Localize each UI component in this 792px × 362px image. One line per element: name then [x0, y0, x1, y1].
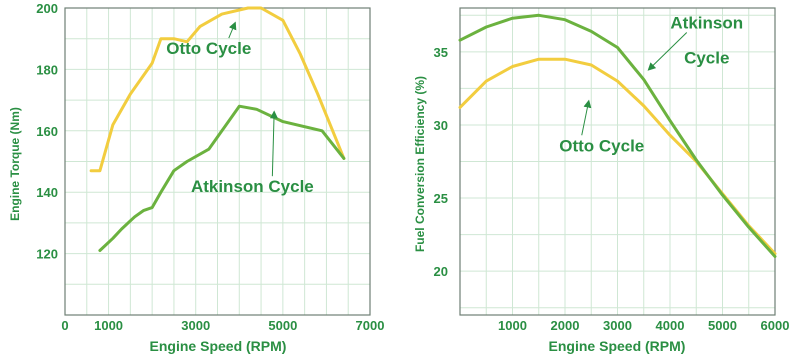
data-point-otto-cycle — [590, 64, 593, 66]
plot-frame — [64, 7, 371, 316]
annotation-label: Otto Cycle — [166, 39, 251, 58]
y-axis-label: Fuel Conversion Efficiency (%) — [413, 76, 427, 252]
annotation-label: Otto Cycle — [559, 136, 644, 155]
x-tick-label: 3000 — [603, 318, 632, 333]
y-tick-label: 25 — [434, 191, 448, 206]
series-line-otto-cycle — [89, 6, 346, 173]
data-point-otto-cycle — [485, 80, 488, 82]
data-point-otto-cycle — [186, 40, 188, 43]
chart-panel-1: 0 1000 3000 5000 7000 120 140 160 180 200 Engine S… — [8, 1, 384, 354]
data-point-otto-cycle — [151, 62, 153, 65]
data-point-atkinson-cycle — [485, 26, 488, 28]
data-point-otto-cycle — [316, 93, 319, 95]
x-axis-label: Engine Speed (RPM) — [150, 338, 287, 354]
data-point-atkinson-cycle — [511, 17, 514, 20]
data-point-atkinson-cycle — [774, 255, 776, 258]
data-point-otto-cycle — [537, 58, 540, 60]
data-point-atkinson-cycle — [120, 228, 123, 230]
data-point-atkinson-cycle — [99, 249, 101, 252]
data-point-atkinson-cycle — [133, 215, 136, 218]
data-point-atkinson-cycle — [721, 194, 724, 196]
annotation-arrow — [647, 32, 688, 71]
y-tick-label: 200 — [36, 1, 58, 16]
x-tick-label: 5000 — [268, 318, 297, 333]
data-point-atkinson-cycle — [186, 160, 188, 163]
y-tick-label: 120 — [36, 247, 58, 262]
data-point-atkinson-cycle — [112, 237, 114, 240]
data-point-otto-cycle — [564, 58, 566, 60]
data-point-atkinson-cycle — [151, 206, 153, 209]
data-point-otto-cycle — [669, 134, 671, 136]
data-point-atkinson-cycle — [207, 148, 210, 151]
x-tick-label: 0 — [61, 318, 68, 333]
x-tick-label: 4000 — [656, 318, 685, 333]
y-tick-label: 30 — [434, 118, 448, 133]
data-point-atkinson-cycle — [616, 46, 619, 49]
x-tick-label: 2000 — [551, 318, 580, 333]
data-point-otto-cycle — [282, 19, 284, 22]
data-point-atkinson-cycle — [669, 119, 671, 122]
annotation-arrow — [269, 110, 278, 177]
x-tick-label: 5000 — [708, 318, 737, 333]
y-tick-label: 20 — [434, 264, 448, 279]
data-point-otto-cycle — [260, 7, 262, 9]
data-point-otto-cycle — [160, 37, 162, 40]
data-point-atkinson-cycle — [590, 30, 593, 33]
x-tick-label: 3000 — [181, 318, 210, 333]
data-point-otto-cycle — [173, 37, 175, 40]
data-point-atkinson-cycle — [747, 226, 750, 229]
data-point-atkinson-cycle — [564, 18, 566, 21]
data-point-atkinson-cycle — [459, 39, 461, 41]
data-point-otto-cycle — [129, 93, 132, 95]
data-point-atkinson-cycle — [160, 191, 162, 193]
data-point-otto-cycle — [247, 7, 249, 9]
data-point-otto-cycle — [642, 105, 645, 107]
data-point-atkinson-cycle — [238, 105, 241, 108]
data-point-otto-cycle — [616, 80, 619, 82]
data-point-otto-cycle — [90, 169, 92, 172]
data-point-otto-cycle — [199, 25, 201, 28]
x-axis-label: Engine Speed (RPM) — [549, 338, 686, 354]
annotation-arrow — [228, 21, 237, 39]
data-point-atkinson-cycle — [343, 157, 345, 160]
series-line-atkinson-cycle — [98, 104, 346, 252]
data-point-atkinson-cycle — [142, 209, 145, 212]
plot-frame — [459, 7, 776, 316]
x-tick-label: 1000 — [94, 318, 123, 333]
y-tick-label: 160 — [36, 124, 58, 139]
x-tick-label: 7000 — [356, 318, 385, 333]
data-point-otto-cycle — [99, 169, 101, 172]
y-tick-label: 35 — [434, 45, 448, 60]
annotation-label: Cycle — [684, 49, 729, 68]
annotation-label: Atkinson — [670, 13, 743, 32]
y-axis-label: Engine Torque (Nm) — [8, 107, 22, 221]
y-tick-label: 140 — [36, 185, 58, 200]
data-point-otto-cycle — [511, 65, 514, 68]
data-point-atkinson-cycle — [255, 108, 258, 111]
x-tick-label: 6000 — [761, 318, 790, 333]
annotation-label: Atkinson Cycle — [191, 177, 314, 196]
annotation-arrow — [581, 99, 592, 136]
data-point-otto-cycle — [459, 106, 461, 109]
chart-panel-2: 1000 2000 3000 4000 5000 6000 20 25 30 35 Engine S… — [413, 7, 790, 354]
data-point-otto-cycle — [112, 123, 114, 126]
data-point-otto-cycle — [221, 13, 223, 15]
data-point-atkinson-cycle — [173, 169, 175, 172]
y-tick-label: 180 — [36, 62, 58, 77]
data-point-atkinson-cycle — [642, 78, 645, 81]
data-point-atkinson-cycle — [321, 130, 323, 132]
x-tick-label: 1000 — [498, 318, 527, 333]
data-point-atkinson-cycle — [221, 130, 223, 132]
data-point-otto-cycle — [299, 53, 302, 55]
data-point-atkinson-cycle — [282, 120, 284, 123]
data-point-atkinson-cycle — [695, 159, 698, 161]
data-point-atkinson-cycle — [537, 14, 540, 17]
